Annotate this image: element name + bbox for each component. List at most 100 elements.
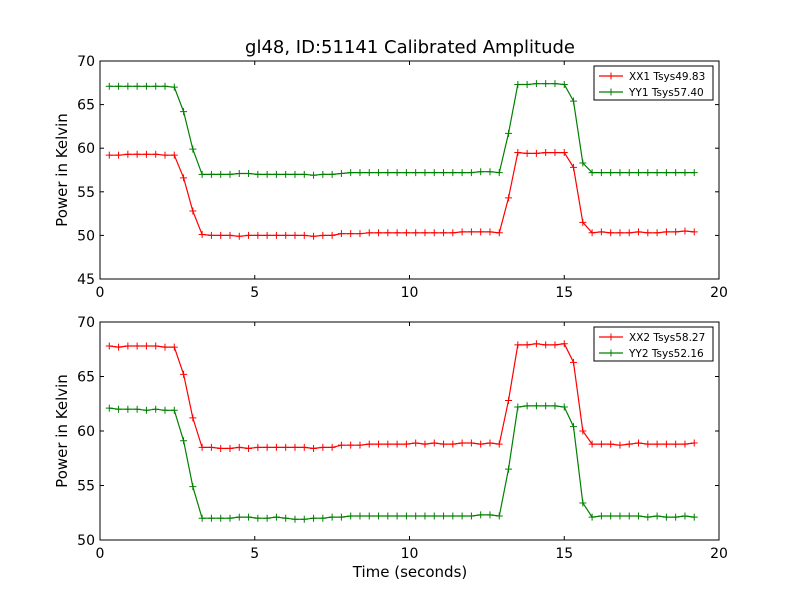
data-point	[560, 340, 568, 348]
data-point	[430, 169, 438, 177]
data-point	[133, 82, 141, 90]
data-point	[635, 228, 643, 236]
y-tick-label: 45	[77, 272, 95, 288]
data-point	[207, 514, 215, 522]
data-point	[291, 443, 299, 451]
y-tick-label: 50	[77, 228, 95, 244]
data-point	[217, 514, 225, 522]
legend-marker	[607, 72, 615, 80]
data-point	[486, 168, 494, 176]
data-point	[551, 80, 559, 88]
data-point	[142, 406, 150, 414]
y-tick-label: 55	[77, 479, 95, 495]
data-point	[105, 151, 113, 159]
data-point	[579, 499, 587, 507]
data-point	[384, 229, 392, 237]
data-point	[607, 169, 615, 177]
data-point	[458, 228, 466, 236]
data-point	[226, 444, 234, 452]
data-point	[272, 443, 280, 451]
data-point	[635, 169, 643, 177]
data-point	[625, 512, 633, 520]
data-point	[644, 440, 652, 448]
data-point	[282, 170, 290, 178]
data-point	[393, 229, 401, 237]
data-point	[365, 440, 373, 448]
y-tick-label: 70	[77, 315, 95, 331]
data-point	[412, 439, 420, 447]
y-tick-label: 70	[77, 54, 95, 70]
data-point	[402, 440, 410, 448]
data-point	[477, 511, 485, 519]
data-point	[356, 169, 364, 177]
data-point	[254, 170, 262, 178]
data-point	[495, 169, 503, 177]
data-point	[375, 440, 383, 448]
data-point	[189, 145, 197, 153]
data-point	[245, 513, 253, 521]
legend-marker	[607, 349, 615, 357]
data-point	[467, 228, 475, 236]
data-point	[282, 231, 290, 239]
data-point	[198, 170, 206, 178]
data-point	[532, 80, 540, 88]
legend-marker	[607, 333, 615, 341]
data-point	[402, 512, 410, 520]
data-point	[449, 512, 457, 520]
data-point	[105, 404, 113, 412]
data-point	[115, 405, 123, 413]
data-point	[644, 169, 652, 177]
data-point	[393, 169, 401, 177]
data-point	[570, 358, 578, 366]
data-point	[458, 169, 466, 177]
data-point	[319, 514, 327, 522]
data-point	[245, 169, 253, 177]
data-point	[124, 405, 132, 413]
data-point	[551, 149, 559, 157]
data-point	[300, 231, 308, 239]
data-point	[588, 513, 596, 521]
data-point	[662, 513, 670, 521]
data-point	[486, 228, 494, 236]
data-point	[560, 403, 568, 411]
y-tick-label: 60	[77, 141, 95, 157]
x-tick-label: 0	[96, 546, 105, 562]
data-point	[337, 513, 345, 521]
data-point	[356, 230, 364, 238]
data-point	[245, 444, 253, 452]
data-point	[263, 514, 271, 522]
data-point	[430, 439, 438, 447]
data-point	[347, 441, 355, 449]
data-point	[505, 396, 513, 404]
data-point	[607, 512, 615, 520]
data-point	[412, 512, 420, 520]
data-point	[328, 443, 336, 451]
data-point	[625, 440, 633, 448]
data-point	[337, 441, 345, 449]
data-point	[207, 443, 215, 451]
data-point	[272, 231, 280, 239]
data-point	[226, 170, 234, 178]
data-point	[532, 340, 540, 348]
data-point	[486, 439, 494, 447]
data-point	[449, 440, 457, 448]
data-point	[635, 512, 643, 520]
data-point	[300, 170, 308, 178]
data-point	[579, 218, 587, 226]
data-point	[505, 194, 513, 202]
data-point	[124, 342, 132, 350]
series-2	[105, 402, 698, 523]
data-point	[189, 483, 197, 491]
data-point	[514, 81, 522, 89]
data-point	[477, 168, 485, 176]
data-point	[337, 230, 345, 238]
data-point	[662, 440, 670, 448]
data-point	[653, 229, 661, 237]
data-point	[681, 169, 689, 177]
data-point	[161, 151, 169, 159]
data-point	[477, 440, 485, 448]
data-point	[291, 231, 299, 239]
data-point	[532, 149, 540, 157]
data-point	[356, 512, 364, 520]
series-line	[109, 343, 695, 450]
